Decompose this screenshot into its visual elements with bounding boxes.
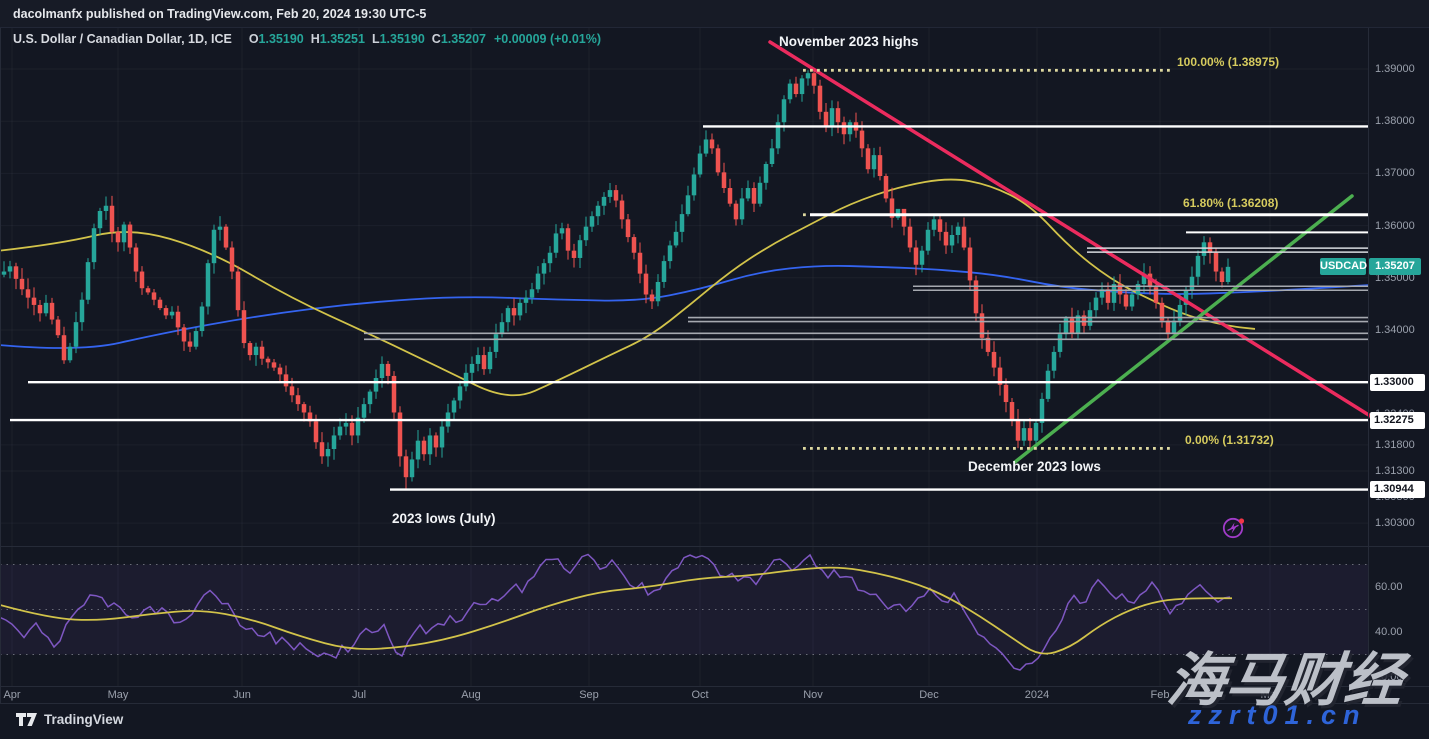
time-tick-2024: 2024 [1024,689,1050,701]
fib-label-100.00%: 100.00% (1.38975) [1177,55,1280,69]
ohlc-prefix-L: L [371,32,380,46]
rsi-line [0,553,1231,671]
time-tick-Jun: Jun [233,689,251,701]
ohlc-value-L: 1.35190 [379,32,425,46]
downtrend-line [768,40,1374,419]
ohlc-prefix-O: O [248,32,259,46]
ohlc-prefix-H: H [310,32,320,46]
time-axis-separator [0,686,1429,687]
rsi-tick-20.00: 20.00 [1375,671,1403,683]
ohlc-values: O1.35190 H1.35251 L1.35190 C1.35207 [242,32,486,46]
price-tick-1.36000: 1.36000 [1375,219,1415,232]
time-tick-Aug: Aug [461,689,481,701]
price-level-tag-1.33000: 1.33000 [1370,373,1425,391]
current-price-tag: 1.35207 [1369,258,1421,276]
publish-header: dacolmanfx published on TradingView.com,… [0,0,1429,28]
rsi-background [0,564,1368,655]
uptrend-line [1013,194,1354,464]
time-tick-Dec: Dec [919,689,939,701]
price-tick-1.39000: 1.39000 [1375,63,1415,75]
time-tick-Oct: Oct [691,689,709,701]
price-level-tag-1.32275: 1.32275 [1370,411,1425,429]
time-tick-Jul: Jul [351,689,367,701]
current-symbol-tag: USDCAD [1320,258,1367,276]
ohlc-value-H: 1.35251 [319,32,365,46]
ohlc-prefix-C: C [431,32,441,46]
candles-layer [1,70,1231,490]
time-tick-May: May [107,689,129,701]
trendlines-layer [768,40,1374,464]
price-tick-1.38000: 1.38000 [1375,115,1415,128]
fib-levels-layer [803,68,1170,450]
time-tick-Nov: Nov [803,689,823,701]
price-level-tag-1.30944: 1.30944 [1370,481,1425,499]
chart-legend: U.S. Dollar / Canadian Dollar, 1D, ICE O1… [13,30,601,48]
rsi-ma-line [0,566,1232,655]
flash-icon[interactable] [1222,516,1246,540]
ma-yellow-line [0,178,1256,397]
ohlc-value-O: 1.35190 [258,32,304,46]
price-tick-1.31800: 1.31800 [1375,438,1415,451]
rsi-lines-layer [0,553,1232,671]
publish-line: dacolmanfx published on TradingView.com,… [13,7,427,21]
footer-strip [0,704,1429,739]
price-tick-1.34000: 1.34000 [1375,324,1415,336]
time-tick-Apr: Apr [3,689,21,701]
price-tick-1.31300: 1.31300 [1375,464,1415,477]
november-2023-highs-label: November 2023 highs [779,34,919,49]
tradingview-brand[interactable]: TradingView [16,712,123,727]
rsi-tick-60.00: 60.00 [1375,581,1403,593]
time-tick-Sep: Sep [579,689,599,701]
fib-label-61.80%: 61.80% (1.36208) [1183,196,1279,210]
rsi-tick-40.00: 40.00 [1375,626,1403,638]
price-axis-border [1368,28,1369,703]
price-tick-1.30300: 1.30300 [1375,517,1415,530]
ohlc-value-C: 1.35207 [440,32,486,46]
december-2023-lows-label: December 2023 lows [968,459,1101,474]
tradingview-logo [16,713,37,726]
change-value: +0.00009 (+0.01%) [494,32,602,46]
price-tick-1.37000: 1.37000 [1375,167,1415,180]
fib-label-0.00%: 0.00% (1.31732) [1185,433,1274,447]
ma-blue-line [0,265,1369,349]
2023-july-lows-label: 2023 lows (July) [392,511,496,526]
symbol-title[interactable]: U.S. Dollar / Canadian Dollar, 1D, ICE [13,32,232,46]
tradingview-brand-text: TradingView [44,712,124,727]
time-tick-Mar: Mar [1260,689,1280,701]
moving-averages [0,178,1369,397]
watermark-site: zzrt01.cn [1188,700,1367,730]
panel-separator[interactable] [0,546,1429,547]
horizontal-lines-layer [10,125,1368,491]
time-tick-Feb: Feb [1150,689,1170,701]
chart-left-border [0,28,1,703]
footer-separator [0,703,1429,704]
